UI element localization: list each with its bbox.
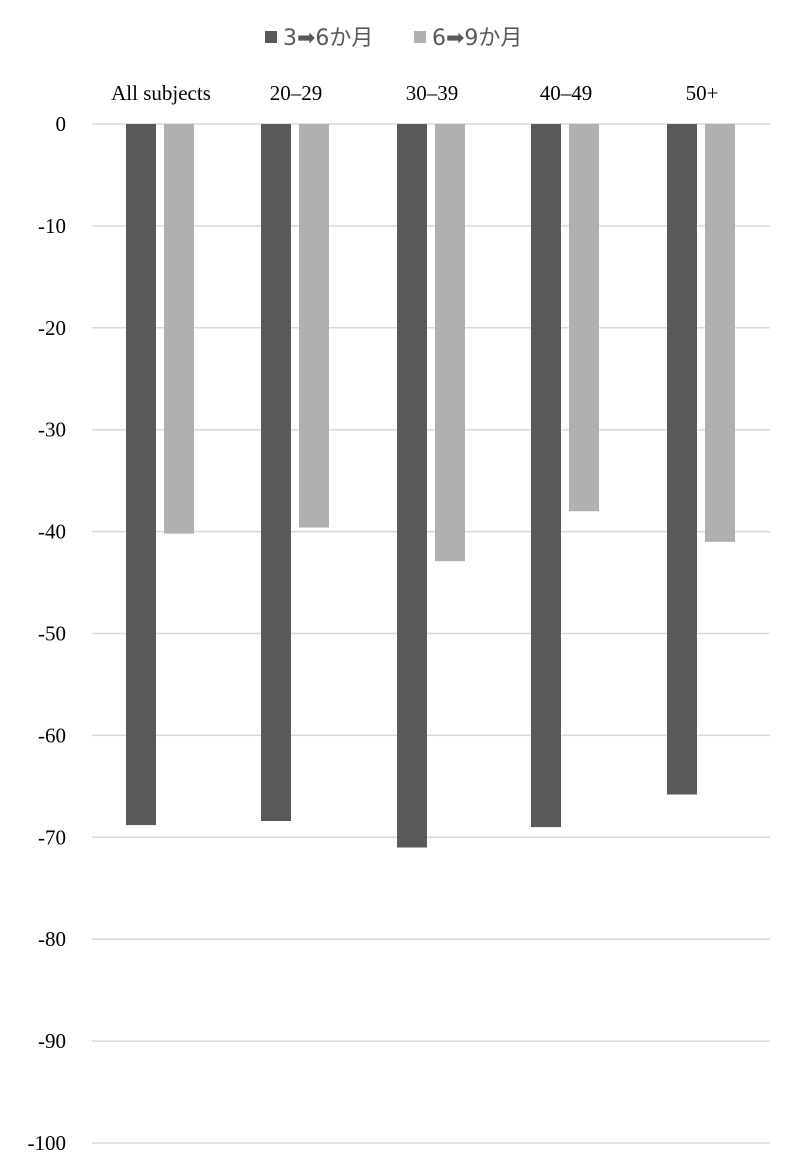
bar-series-1 — [531, 124, 561, 828]
bar-series-1 — [397, 124, 427, 848]
y-tick-label: -100 — [28, 1131, 67, 1155]
y-tick-label: -60 — [38, 723, 66, 747]
category-label: 50+ — [686, 81, 719, 105]
y-tick-label: -40 — [38, 520, 66, 544]
bars — [126, 124, 735, 848]
y-tick-label: -10 — [38, 214, 66, 238]
y-axis-tick-labels: 0 -10 -20 -30 -40 -50 -60 -70 -80 -90 -100 — [28, 112, 67, 1155]
bar-series-2 — [299, 124, 329, 528]
y-tick-label: 0 — [56, 112, 67, 136]
category-label: All subjects — [111, 81, 211, 105]
gridlines — [92, 123, 770, 1144]
y-tick-label: -90 — [38, 1029, 66, 1053]
bar-series-2 — [164, 124, 194, 534]
y-tick-label: -70 — [38, 825, 66, 849]
category-labels: All subjects 20–29 30–39 40–49 50+ — [111, 81, 718, 105]
category-label: 40–49 — [540, 81, 593, 105]
bar-series-2 — [705, 124, 735, 542]
bar-series-2 — [569, 124, 599, 512]
legend-label-series-1: 3➡6か月 — [283, 26, 373, 51]
y-tick-label: -80 — [38, 927, 66, 951]
category-label: 20–29 — [270, 81, 323, 105]
y-tick-label: -30 — [38, 418, 66, 442]
y-tick-label: -20 — [38, 316, 66, 340]
category-label: 30–39 — [406, 81, 459, 105]
bar-series-1 — [667, 124, 697, 795]
bar-series-1 — [126, 124, 156, 826]
y-tick-label: -50 — [38, 622, 66, 646]
bar-series-2 — [435, 124, 465, 562]
legend-label-series-2: 6➡9か月 — [432, 26, 522, 51]
bar-series-1 — [261, 124, 291, 821]
legend-swatch-series-1 — [265, 31, 277, 43]
chart-legend: 3➡6か月 6➡9か月 — [265, 26, 522, 51]
legend-swatch-series-2 — [414, 31, 426, 43]
